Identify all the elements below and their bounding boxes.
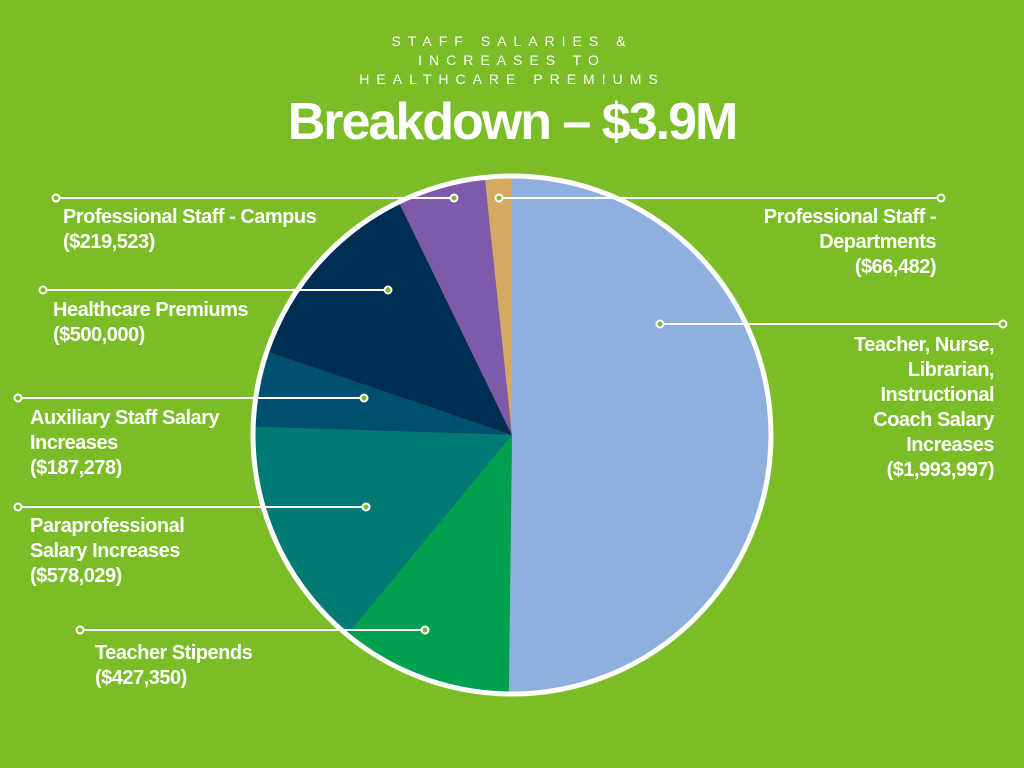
leader-dot-7-outer bbox=[936, 193, 946, 203]
leader-dot-3-inner bbox=[361, 502, 371, 512]
slice-label-5-line-2: ($500,000) bbox=[53, 324, 145, 346]
chart-subtitle: STAFF SALARIES & INCREASES TO HEALTHCARE… bbox=[0, 32, 1024, 89]
pie-slice-3 bbox=[255, 426, 513, 634]
leader-dot-3-outer bbox=[13, 502, 23, 512]
leader-dot-5-outer bbox=[38, 285, 48, 295]
leader-dot-2-inner bbox=[420, 625, 430, 635]
slice-label-7-line-3: ($66,482) bbox=[854, 256, 937, 278]
slice-label-5: Healthcare Premiums ($500,000) bbox=[53, 298, 249, 348]
slice-label-1-line-5: Increases bbox=[906, 434, 994, 456]
pie-slices bbox=[255, 177, 770, 692]
leader-dot-1-outer bbox=[998, 319, 1008, 329]
subtitle-line-3: HEALTHCARE PREMIUMS bbox=[359, 71, 665, 87]
slice-label-4-line-1: Auxiliary Staff Salary bbox=[30, 407, 220, 429]
slice-label-6-line-2: ($219,523) bbox=[63, 231, 155, 253]
leader-dot-6-inner bbox=[449, 193, 459, 203]
leader-dot-6-outer bbox=[51, 193, 61, 203]
slice-label-7-line-2: Departments bbox=[819, 231, 936, 253]
slice-label-1-line-2: Librarian, bbox=[907, 359, 995, 381]
slice-label-7: Professional Staff - Departments ($66,482) bbox=[763, 205, 937, 280]
leader-dot-1-inner bbox=[655, 319, 665, 329]
slice-label-5-line-1: Healthcare Premiums bbox=[53, 299, 249, 321]
slice-label-6: Professional Staff - Campus ($219,523) bbox=[63, 205, 317, 255]
pie-slice-1 bbox=[508, 177, 770, 692]
subtitle-line-2: INCREASES TO bbox=[418, 52, 606, 68]
chart-title: Breakdown – $3.9M bbox=[287, 93, 739, 151]
leader-dot-2-outer bbox=[75, 625, 85, 635]
slice-label-1-line-6: ($1,993,997) bbox=[886, 459, 995, 481]
pie-slice-4 bbox=[255, 352, 512, 435]
leader-dot-5-inner bbox=[383, 285, 393, 295]
slice-label-3-line-3: ($578,029) bbox=[30, 565, 122, 587]
leader-dot-7-inner bbox=[494, 193, 504, 203]
slice-label-2-line-2: ($427,350) bbox=[95, 667, 187, 689]
subtitle-line-1: STAFF SALARIES & bbox=[391, 33, 633, 49]
pie-slice-2 bbox=[348, 435, 512, 692]
slice-label-2-line-1: Teacher Stipends bbox=[95, 642, 253, 664]
slice-label-7-line-1: Professional Staff - bbox=[763, 206, 937, 228]
leader-lines bbox=[13, 193, 1008, 635]
slice-label-4-line-3: ($187,278) bbox=[30, 457, 122, 479]
pie-outline bbox=[250, 173, 774, 697]
leader-dot-4-inner bbox=[359, 393, 369, 403]
slice-label-1-line-4: Coach Salary bbox=[873, 409, 994, 431]
leader-dot-4-outer bbox=[13, 393, 23, 403]
slice-label-1-line-1: Teacher, Nurse, bbox=[854, 334, 994, 356]
slice-label-1: Teacher, Nurse, Librarian, Instructional Co… bbox=[854, 333, 994, 483]
slice-label-2: Teacher Stipends ($427,350) bbox=[95, 641, 253, 691]
slice-label-4-line-2: Increases bbox=[30, 432, 118, 454]
pie-slice-6 bbox=[399, 179, 512, 435]
pie-slice-7 bbox=[485, 178, 512, 435]
pie-slice-5 bbox=[268, 203, 512, 435]
slice-label-3-line-2: Salary Increases bbox=[30, 540, 180, 562]
slice-label-6-line-1: Professional Staff - Campus bbox=[63, 206, 317, 228]
slice-label-3-line-1: Paraprofessional bbox=[30, 515, 185, 537]
slice-label-1-line-3: Instructional bbox=[880, 384, 994, 406]
slice-label-4: Auxiliary Staff Salary Increases ($187,278… bbox=[30, 406, 220, 481]
slice-label-3: Paraprofessional Salary Increases ($578,02… bbox=[30, 514, 185, 589]
